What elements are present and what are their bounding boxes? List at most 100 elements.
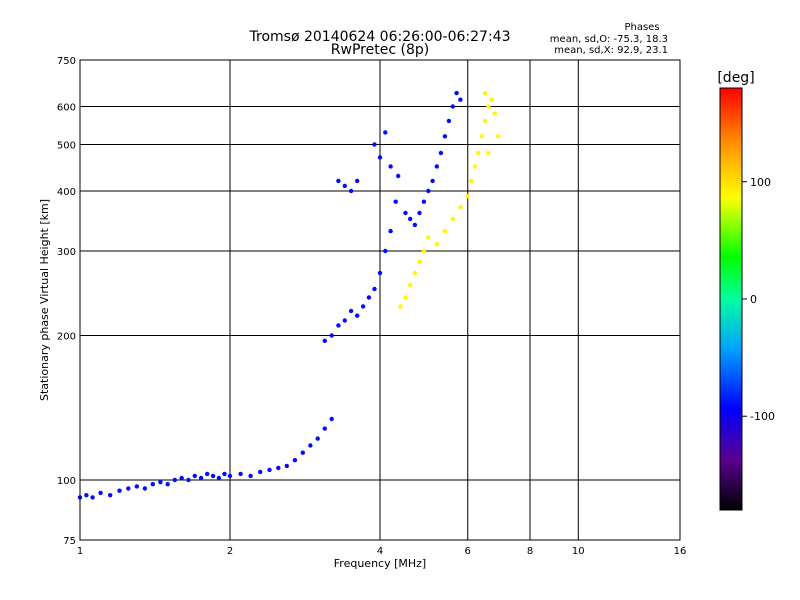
- data-point-o: [348, 308, 354, 314]
- chart-title: Tromsø 20140624 06:26:00-06:27:43: [249, 29, 511, 45]
- x-axis-label: Frequency [MHz]: [334, 557, 426, 570]
- y-tick-label: 200: [57, 332, 76, 343]
- y-axis-label: Stationary phase Virtual Height [km]: [38, 199, 51, 401]
- data-point-o: [142, 486, 148, 491]
- data-point-o: [450, 104, 455, 109]
- data-point-o: [322, 338, 327, 343]
- x-tick-label: 6: [465, 546, 471, 557]
- data-point-o: [430, 178, 435, 184]
- data-point-o: [308, 443, 313, 448]
- data-point-o: [198, 475, 204, 481]
- data-point-x: [489, 97, 494, 102]
- data-point-o: [377, 155, 383, 160]
- data-point-o: [377, 270, 383, 276]
- colorbar: [719, 87, 743, 511]
- data-point-o: [329, 416, 334, 422]
- data-point-x: [421, 248, 427, 254]
- data-point-o: [454, 90, 459, 96]
- data-point-o: [210, 473, 216, 479]
- data-point-o: [372, 142, 377, 147]
- data-point-o: [329, 333, 334, 338]
- x-tick-label: 8: [527, 546, 533, 557]
- data-point-o: [372, 286, 377, 292]
- data-point-o: [227, 473, 233, 479]
- data-point-x: [495, 134, 501, 139]
- data-point-o: [412, 222, 418, 228]
- colorbar-ticks: 100 0 -100: [742, 176, 775, 423]
- y-tick-label: 750: [57, 56, 76, 67]
- data-point-o: [366, 295, 372, 300]
- data-point-o: [267, 467, 272, 473]
- data-point-o: [322, 426, 327, 431]
- stats-line-x: mean, sd,X: 92.9, 23.1: [554, 45, 668, 56]
- x-tick-label: 2: [227, 546, 233, 557]
- data-points: [77, 90, 501, 500]
- data-point-o: [388, 228, 393, 234]
- data-point-o: [84, 493, 89, 498]
- data-point-o: [426, 188, 431, 194]
- data-point-o: [98, 490, 103, 496]
- grid: [80, 60, 680, 540]
- data-point-o: [355, 313, 360, 318]
- data-point-o: [158, 479, 163, 485]
- data-point-x: [398, 304, 403, 309]
- data-point-x: [465, 194, 470, 199]
- data-point-o: [315, 436, 320, 441]
- data-point-o: [108, 493, 113, 498]
- data-point-o: [383, 248, 388, 254]
- data-point-o: [442, 134, 448, 139]
- data-point-o: [186, 477, 191, 483]
- y-tick-label: 100: [57, 476, 76, 487]
- data-point-o: [336, 178, 341, 184]
- data-point-x: [479, 134, 484, 139]
- data-point-o: [205, 471, 210, 477]
- data-point-x: [482, 118, 488, 124]
- data-point-x: [458, 205, 463, 210]
- data-point-x: [482, 90, 488, 96]
- colorbar-label: [deg]: [717, 70, 754, 86]
- data-point-o: [360, 304, 366, 309]
- data-point-o: [192, 473, 197, 479]
- data-point-o: [258, 469, 263, 475]
- data-point-x: [469, 178, 474, 184]
- x-tick-label: 4: [377, 546, 383, 557]
- data-point-o: [300, 450, 305, 455]
- data-point-o: [342, 318, 347, 323]
- data-point-x: [476, 150, 481, 156]
- data-point-x: [492, 111, 497, 116]
- y-tick-label: 300: [57, 247, 76, 258]
- data-point-x: [442, 228, 448, 234]
- data-point-o: [446, 118, 452, 124]
- colorbar-tick-label: 0: [750, 293, 757, 306]
- data-point-o: [408, 216, 413, 222]
- colorbar-tick-label: 100: [750, 176, 771, 189]
- data-point-o: [438, 150, 444, 156]
- x-axis-ticks: 1 2 4 6 8 10 16: [77, 546, 687, 557]
- data-point-o: [276, 465, 281, 471]
- data-point-o: [222, 471, 227, 477]
- data-point-x: [434, 242, 439, 247]
- y-tick-label: 400: [57, 187, 76, 198]
- chart-subtitle: RwPretec (8p): [331, 42, 429, 58]
- data-point-x: [412, 270, 418, 276]
- data-point-x: [408, 282, 413, 288]
- data-point-o: [165, 482, 170, 487]
- data-point-o: [216, 475, 222, 481]
- y-tick-label: 500: [57, 141, 76, 152]
- data-point-o: [284, 463, 289, 469]
- data-point-o: [421, 199, 427, 204]
- data-point-x: [486, 150, 491, 156]
- y-axis-ticks: 75 100 200 300 400 500 600 750: [57, 56, 76, 547]
- data-point-x: [472, 164, 477, 169]
- data-point-o: [393, 199, 398, 204]
- data-point-o: [434, 164, 439, 169]
- data-point-o: [90, 495, 95, 500]
- data-point-x: [417, 259, 422, 264]
- data-point-x: [486, 104, 491, 109]
- data-point-x: [426, 235, 431, 240]
- data-point-o: [348, 188, 354, 194]
- data-point-x: [450, 216, 455, 222]
- x-tick-label: 1: [77, 546, 83, 557]
- x-tick-label: 10: [572, 546, 585, 557]
